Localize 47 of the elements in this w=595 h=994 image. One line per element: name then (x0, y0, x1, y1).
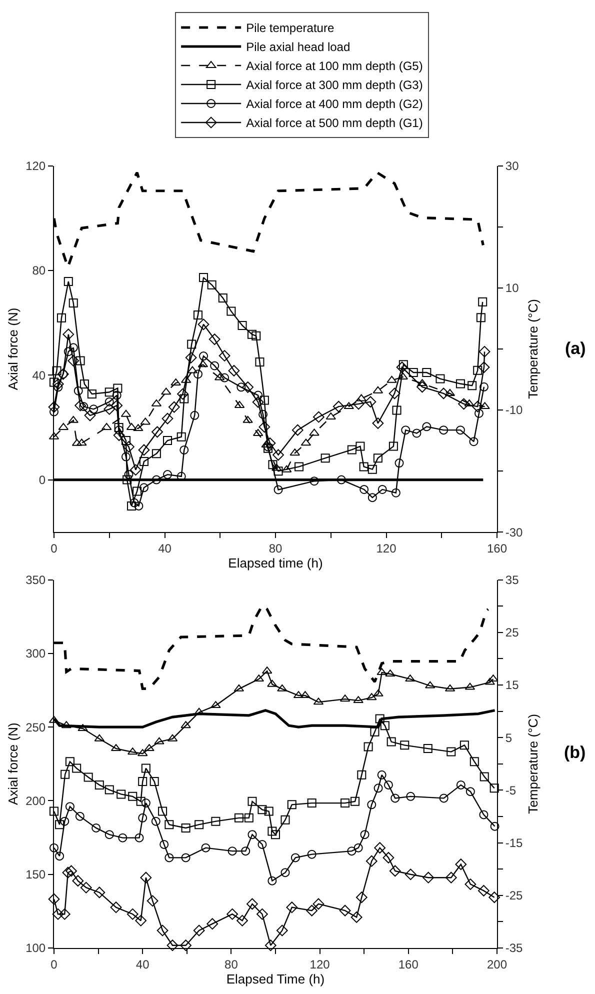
x-axis-title: Elapsed Time (h) (226, 971, 325, 986)
x-tick-label: 0 (50, 957, 58, 972)
legend-label: Pile axial head load (246, 40, 350, 54)
y2-axis-title: Temperature (°C) (526, 714, 541, 814)
x-tick-label: 40 (136, 957, 150, 972)
y-axis-title: Axial force (N) (6, 722, 21, 806)
legend-label: Axial force at 300 mm depth (G3) (246, 78, 423, 92)
y-tick-label: 0 (38, 472, 46, 487)
x-tick-label: 0 (50, 542, 58, 556)
legend-label: Pile temperature (246, 21, 334, 36)
legend-label: Axial force at 100 mm depth (G5) (246, 59, 423, 74)
legend-label: Axial force at 500 mm depth (G1) (246, 116, 423, 130)
y-tick-label: 250 (26, 720, 46, 734)
y-tick-label: 40 (32, 368, 46, 382)
y2-axis-title: Temperature (°C) (526, 299, 541, 399)
y-tick-label: 200 (26, 794, 46, 808)
x-tick-label: 40 (158, 542, 172, 556)
text: (b) (564, 743, 586, 762)
y2-tick-label: -25 (505, 888, 524, 903)
y-axis-title: Axial force (N) (6, 308, 21, 390)
y-tick-label: 100 (26, 941, 46, 956)
x-tick-label: 80 (268, 542, 282, 556)
y2-tick-label: 5 (505, 730, 512, 745)
y2-tick-label: -15 (505, 836, 524, 850)
x-tick-label: 120 (310, 957, 330, 972)
x-tick-label: 160 (398, 957, 419, 972)
x-tick-label: 160 (486, 542, 508, 556)
y2-tick-label: 15 (505, 678, 520, 692)
x-tick-label: 120 (376, 542, 397, 556)
y2-tick-label: 30 (505, 159, 520, 174)
text: (a) (565, 339, 586, 358)
y2-tick-label: 10 (505, 281, 520, 296)
y-tick-label: 350 (26, 572, 46, 587)
y2-tick-label: 35 (505, 572, 520, 587)
y2-tick-label: -35 (505, 941, 524, 956)
y2-tick-label: -10 (505, 403, 524, 418)
x-tick-label: 200 (486, 957, 508, 972)
legend-label: Axial force at 400 mm depth (G2) (246, 97, 423, 112)
y-tick-label: 120 (26, 159, 46, 174)
y-tick-label: 150 (26, 868, 46, 882)
y2-tick-label: 25 (505, 626, 520, 640)
y-tick-label: 80 (32, 264, 46, 278)
x-tick-label: 80 (224, 957, 238, 972)
x-axis-title: Elapsed time (h) (228, 556, 323, 571)
y-tick-label: 300 (26, 646, 46, 661)
y2-tick-label: -30 (505, 525, 524, 540)
y2-tick-label: -5 (505, 783, 516, 798)
